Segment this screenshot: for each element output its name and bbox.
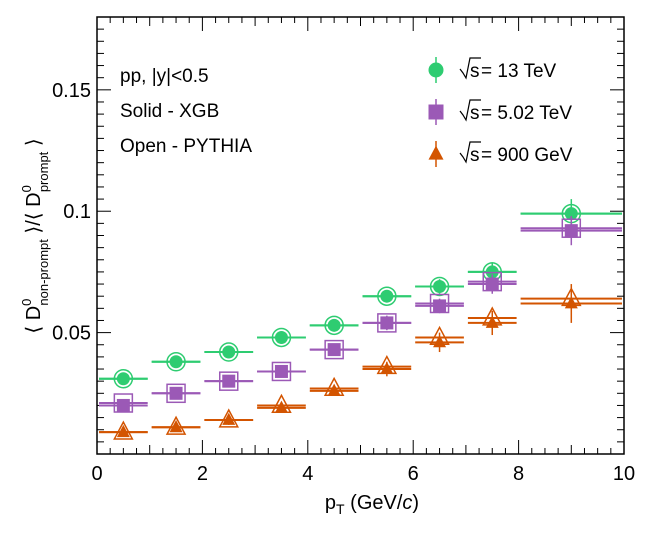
- x-axis-label-sub: T: [336, 501, 345, 517]
- xgb-point: [169, 386, 183, 400]
- legend-marker: [428, 104, 444, 120]
- y-label-den-sub: prompt: [36, 151, 51, 192]
- y-tick-label: 0.15: [52, 80, 91, 102]
- x-axis-label-close: ): [412, 492, 419, 514]
- y-label-open: ⟨ D: [23, 306, 45, 334]
- xgb-point: [433, 279, 447, 293]
- xgb-point: [433, 335, 447, 348]
- series-1: [99, 216, 622, 413]
- y-tick-label: 0.05: [52, 323, 91, 345]
- legend-marker: [428, 145, 444, 160]
- legend-label: = 5.02 TeV: [481, 103, 572, 124]
- xgb-point: [222, 412, 236, 425]
- xgb-point: [222, 374, 236, 388]
- pythia-point: [113, 368, 134, 389]
- pythia-point: [377, 313, 397, 333]
- y-label-mid: ⟩/⟨ D: [23, 192, 45, 239]
- sqrt-icon: [459, 141, 481, 164]
- pythia-point: [219, 371, 239, 391]
- pythia-point: [219, 342, 239, 362]
- pythia-point: [429, 293, 450, 314]
- legend-prefix: s: [470, 61, 480, 82]
- x-axis-label-c: c: [402, 492, 412, 514]
- data-layer: [99, 199, 622, 440]
- svg-text:pT (GeV/c): pT (GeV/c): [325, 492, 419, 517]
- xgb-point: [380, 361, 394, 374]
- pythia-point: [482, 271, 502, 292]
- tick-labels: 0 2 4 6 8 10 0.05 0.1 0.15: [52, 80, 635, 485]
- x-axis-title: pT (GeV/c): [325, 492, 419, 517]
- y-tick-label: 0.1: [63, 201, 91, 223]
- y-axis-title: ⟨ D0 non-prompt ⟩/⟨ D0 prompt ⟩: [19, 138, 51, 333]
- pythia-point: [377, 286, 397, 306]
- xgb-point: [564, 224, 578, 238]
- pythia-point: [429, 276, 450, 297]
- xgb-point: [485, 277, 499, 291]
- xgb-point: [116, 372, 130, 386]
- sqrt-icon: [459, 57, 481, 80]
- sqrt-icon: [459, 99, 481, 122]
- annotation-open: Open - PYTHIA: [120, 136, 252, 157]
- pythia-point: [561, 218, 582, 238]
- xgb-point: [222, 345, 236, 359]
- xgb-point: [433, 299, 447, 313]
- legend-label: = 900 GeV: [481, 145, 573, 166]
- pythia-point: [324, 339, 344, 360]
- y-label-num-sup: 0: [19, 299, 34, 306]
- xgb-point: [327, 318, 341, 332]
- xgb-point: [169, 420, 183, 433]
- x-tick-label: 2: [197, 463, 208, 485]
- xgb-point: [380, 289, 394, 303]
- xgb-point: [116, 424, 130, 438]
- pythia-point: [324, 315, 344, 336]
- xgb-point: [327, 383, 341, 396]
- xgb-point: [564, 296, 578, 309]
- x-axis-label-p: p: [325, 492, 336, 514]
- y-label-close: ⟩: [23, 138, 45, 151]
- plot-area: [97, 17, 624, 454]
- plot-frame: [96, 16, 625, 455]
- xgb-point: [274, 400, 288, 413]
- pythia-point: [271, 327, 292, 348]
- legend-prefix: s: [470, 145, 480, 166]
- pythia-point: [271, 361, 292, 382]
- xgb-point: [327, 343, 341, 357]
- annotation-block: pp, |y|<0.5 Solid - XGB Open - PYTHIA: [120, 66, 252, 157]
- legend-prefix: s: [470, 103, 480, 124]
- pythia-point: [165, 415, 187, 435]
- annotation-solid: Solid - XGB: [120, 101, 219, 122]
- pythia-point: [166, 383, 186, 404]
- xgb-point: [116, 398, 130, 412]
- x-tick-label: 6: [408, 463, 419, 485]
- xgb-point: [274, 364, 288, 378]
- series-0: [99, 199, 622, 389]
- xgb-point: [564, 207, 578, 221]
- x-tick-label: 8: [513, 463, 524, 485]
- x-tick-label: 4: [302, 463, 313, 485]
- legend-marker: [428, 62, 444, 78]
- series-2: [99, 284, 622, 440]
- xgb-point: [380, 316, 394, 330]
- legend-label: = 13 TeV: [481, 61, 557, 82]
- x-tick-label: 0: [91, 463, 102, 485]
- xgb-point: [169, 355, 183, 369]
- x-axis-label-unit: (GeV/: [345, 492, 403, 514]
- x-tick-label: 10: [613, 463, 635, 485]
- pythia-point: [113, 420, 134, 440]
- xgb-point: [485, 315, 499, 328]
- pythia-point: [113, 393, 134, 413]
- pythia-point: [166, 351, 186, 372]
- pythia-point: [218, 408, 240, 428]
- annotation-collision: pp, |y|<0.5: [120, 66, 209, 87]
- y-label-num-sub: non-prompt: [36, 239, 51, 306]
- xgb-point: [274, 330, 288, 344]
- y-label-den-sup: 0: [19, 185, 34, 192]
